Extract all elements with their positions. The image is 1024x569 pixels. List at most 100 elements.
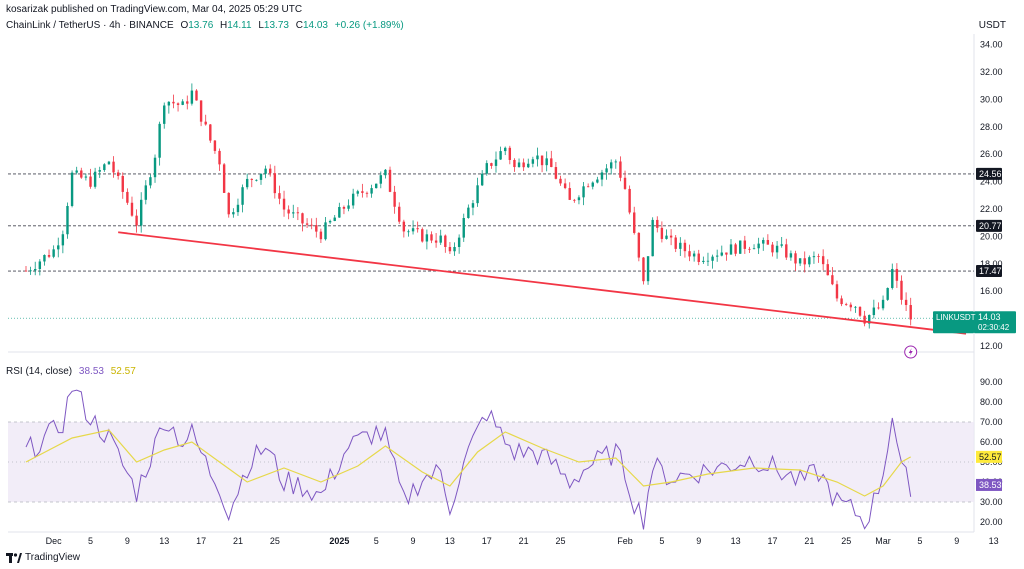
brand-name: TradingView [25,552,81,563]
candle-body [868,315,871,324]
rsi-axis-tick: 70.00 [980,417,1003,427]
candle-body [863,315,866,324]
candles [24,83,912,329]
rsi-ma-line [25,429,911,497]
time-axis-label: 17 [196,536,206,546]
candle-body [34,268,37,271]
candle-body [416,228,419,230]
candle-body [568,188,571,200]
candle-body [319,231,323,240]
candle-body [725,252,728,255]
candle-body [356,191,359,194]
last-price-symbol: LINKUSDT [936,313,976,322]
candle-body [808,257,811,265]
candle-body [780,244,783,246]
rsi-title[interactable]: RSI (14, close) [6,366,73,377]
candle-body [278,193,281,199]
candle-body [550,158,553,168]
candle-body [126,191,129,203]
candle-body [439,235,442,243]
price-axis-tick: 30.00 [980,94,1003,104]
candle-body [766,239,770,245]
candle-body [656,219,659,228]
candle-body [98,170,101,172]
candle-body [619,161,622,178]
time-axis-label: Mar [875,536,891,546]
candle-body [167,101,171,106]
rsi-legend-value: 38.53 [78,366,104,377]
candle-body [112,161,115,173]
candle-body [213,140,217,151]
candle-body [402,221,406,232]
candle-body [52,249,55,257]
candle-body [57,245,60,250]
candle-body [794,253,797,264]
candle-body [605,168,608,173]
price-axis-tick: 22.00 [980,204,1003,214]
high-label: H [220,20,228,31]
candle-body [384,169,387,176]
candle-body [287,209,290,214]
candle-body [324,222,327,240]
candle-body [674,237,677,249]
candle-body [333,217,336,221]
candle-body [181,101,184,105]
publisher-caption: kosarizak published on TradingView.com, … [6,4,303,15]
low-value: 13.73 [263,20,289,31]
candle-body [374,183,378,189]
candle-body [430,234,433,241]
candle-body [900,280,903,300]
candle-body [393,191,396,207]
candle-body [107,161,111,165]
open-label: O [180,20,189,31]
candle-body [301,213,304,224]
rsi-ma-tag-label: 52.57 [979,452,1002,462]
currency-label[interactable]: USDT [978,20,1006,31]
symbol-name[interactable]: ChainLink / TetherUS · 4h · BINANCE [6,20,174,31]
time-axis-label: 9 [696,536,701,546]
candle-body [711,256,714,261]
candle-body [144,185,148,200]
price-axis-tick: 28.00 [980,122,1003,132]
candle-body [70,172,74,206]
candle-body [75,170,78,173]
candle-body [103,164,106,171]
rsi-axis-tick: 20.00 [980,517,1003,527]
time-axis-label: 5 [374,536,379,546]
candle-body [47,255,51,257]
last-price-tag [974,311,1016,334]
candle-body [282,198,286,210]
candle-body [153,157,157,178]
candle-body [831,275,834,285]
candle-body [43,255,46,262]
candle-body [697,253,700,262]
time-axis-label: 17 [482,536,492,546]
candle-body [232,212,235,215]
candle-body [665,235,668,239]
candle-body [559,178,562,184]
candle-body [84,176,88,178]
candle-body [715,255,719,257]
candle-body [411,228,415,232]
open-value: 13.76 [188,20,214,31]
candle-body [858,306,862,316]
candle-body [190,90,194,104]
candle-body [338,206,341,218]
candle-body [771,244,774,253]
candle-body [702,260,705,262]
tradingview-brand[interactable]: TradingView [6,552,80,563]
time-axis-label: 9 [125,536,130,546]
candle-body [172,101,175,104]
candle-body [296,212,300,214]
bar-countdown: 02:30:42 [978,323,1010,332]
candle-body [227,192,230,215]
candle-body [812,256,816,258]
candle-body [614,161,618,163]
candle-body [775,245,779,253]
candle-body [688,251,691,257]
candle-body [596,179,599,183]
candle-body [504,147,507,152]
candle-body [398,206,401,222]
candle-body [236,204,240,213]
